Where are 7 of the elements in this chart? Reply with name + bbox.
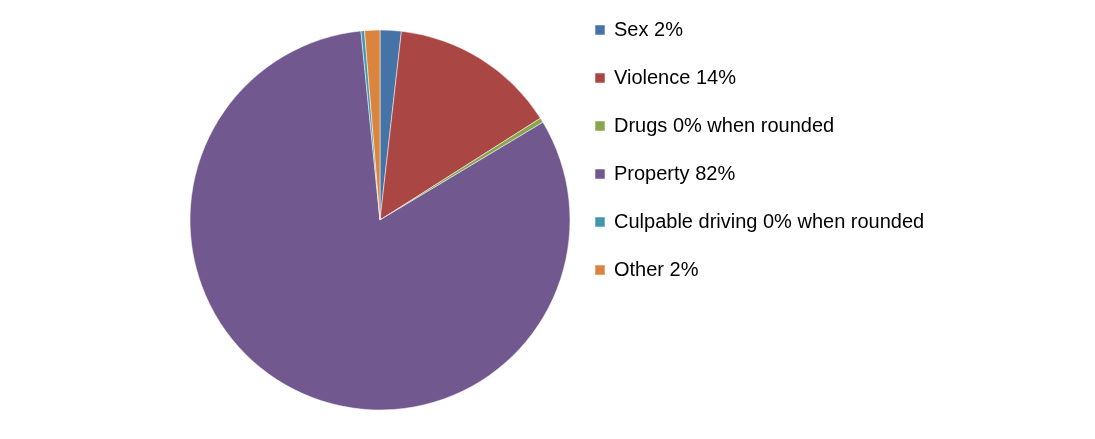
legend-label: Violence 14%	[614, 66, 737, 88]
legend-label: Culpable driving 0% when rounded	[614, 210, 925, 232]
legend-label: Sex 2%	[614, 18, 684, 40]
legend-label: Other 2%	[614, 258, 699, 280]
legend-label: Drugs 0% when rounded	[614, 114, 835, 136]
pie-slice	[190, 30, 571, 411]
legend-label: Property 82%	[614, 162, 736, 184]
